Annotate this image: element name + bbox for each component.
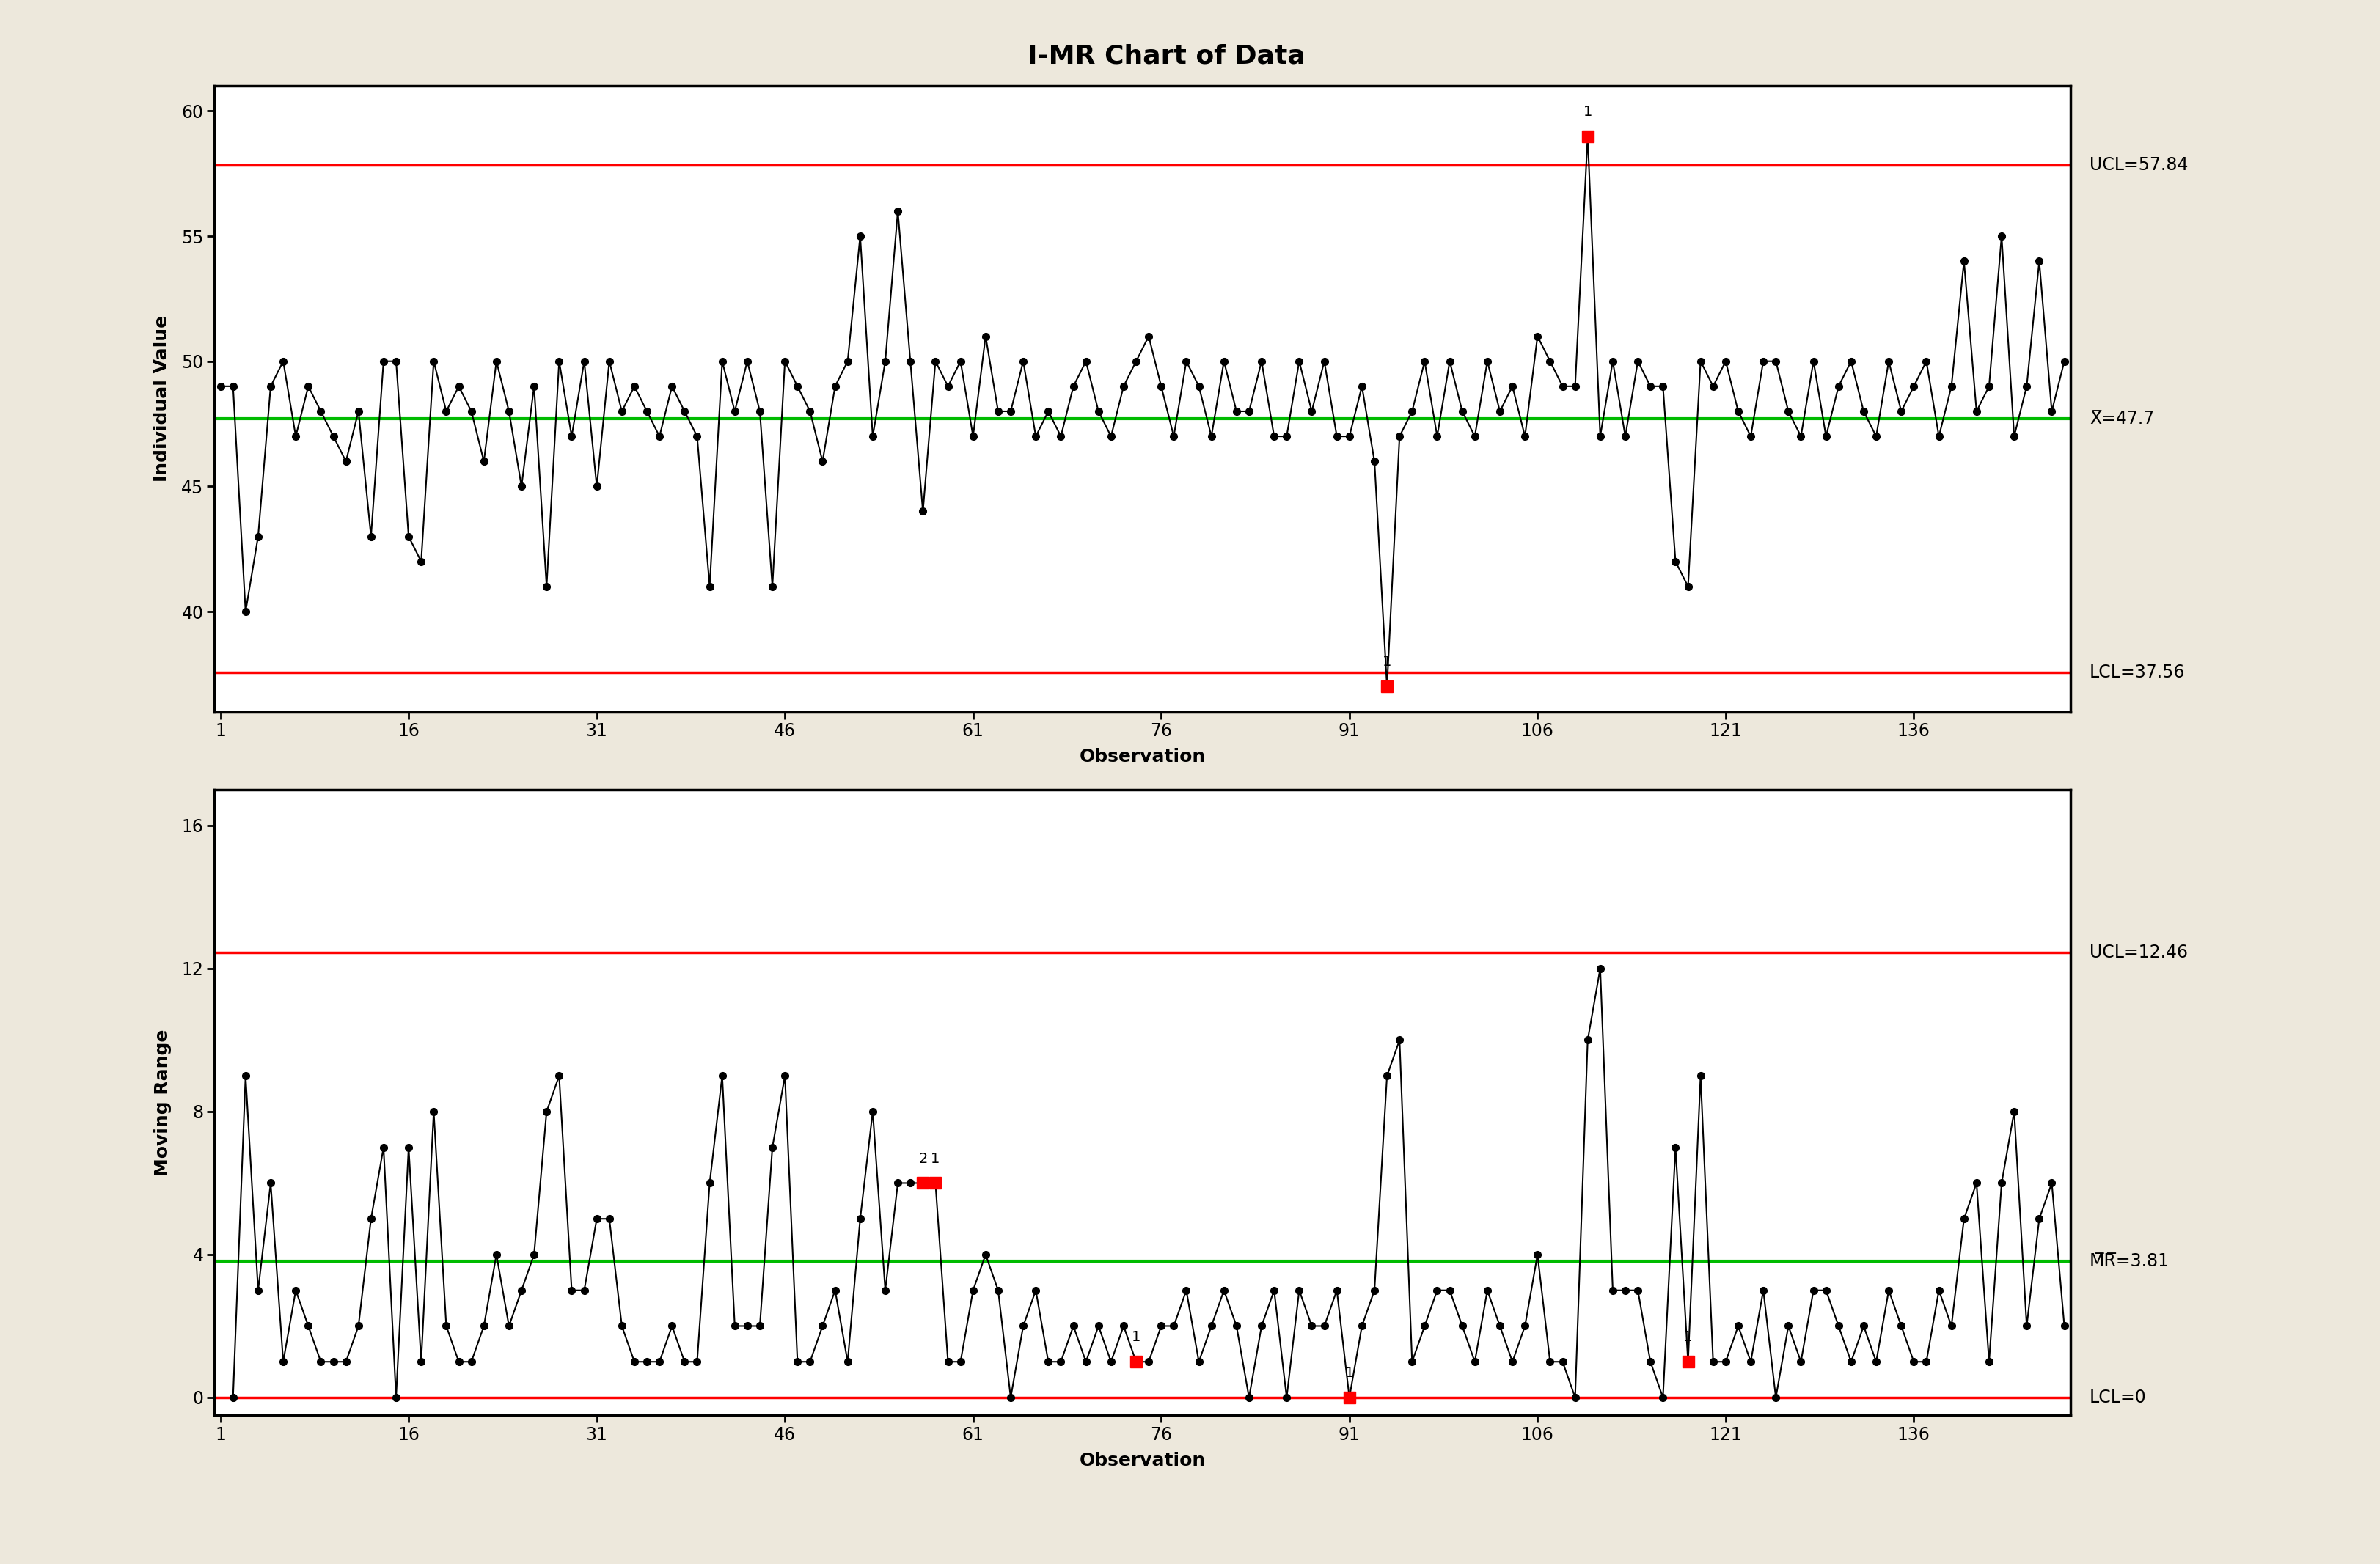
Text: I-MR Chart of Data: I-MR Chart of Data [1028, 44, 1304, 69]
X-axis label: Observation: Observation [1078, 1451, 1207, 1470]
Text: 2: 2 [919, 1151, 928, 1165]
Text: 1: 1 [1583, 105, 1592, 119]
Text: M̅R̅=3.81: M̅R̅=3.81 [2090, 1253, 2168, 1270]
Text: 1: 1 [1383, 655, 1392, 669]
Text: 1: 1 [1130, 1331, 1140, 1345]
Text: X̅=47.7: X̅=47.7 [2090, 410, 2154, 427]
Text: LCL=37.56: LCL=37.56 [2090, 663, 2185, 682]
Text: UCL=12.46: UCL=12.46 [2090, 943, 2187, 960]
Y-axis label: Individual Value: Individual Value [152, 316, 171, 482]
Y-axis label: Moving Range: Moving Range [155, 1029, 171, 1176]
Text: 1: 1 [1345, 1365, 1354, 1379]
Text: UCL=57.84: UCL=57.84 [2090, 156, 2187, 174]
Text: 1: 1 [931, 1151, 940, 1165]
X-axis label: Observation: Observation [1078, 748, 1207, 766]
Text: 1: 1 [1683, 1331, 1692, 1345]
Text: LCL=0: LCL=0 [2090, 1389, 2147, 1406]
